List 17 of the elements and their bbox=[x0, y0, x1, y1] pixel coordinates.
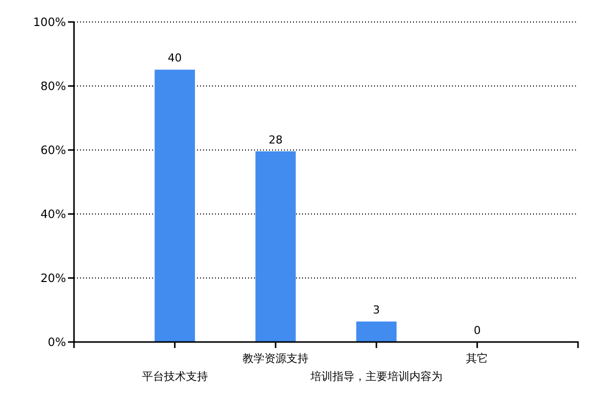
x-tick-label: 其它 bbox=[466, 352, 488, 365]
bar bbox=[154, 70, 195, 342]
bar bbox=[356, 322, 397, 342]
y-tick-label: 80% bbox=[40, 79, 66, 94]
annotation: 40 bbox=[168, 52, 182, 65]
bar bbox=[255, 151, 296, 342]
annotation: 3 bbox=[372, 304, 380, 317]
annotation: 28 bbox=[268, 133, 283, 146]
y-tick-label: 20% bbox=[40, 271, 66, 286]
y-tick-label: 0% bbox=[48, 335, 66, 350]
y-tick-label: 100% bbox=[33, 15, 66, 30]
y-tick-label: 60% bbox=[40, 143, 66, 158]
x-tick-label: 教学资源支持 bbox=[242, 352, 309, 365]
x-tick-label: 平台技术支持 bbox=[142, 370, 208, 383]
y-tick-label: 40% bbox=[40, 207, 66, 222]
annotation: 0 bbox=[474, 324, 481, 337]
x-tick-label: 培训指导，主要培训内容为 bbox=[309, 370, 442, 383]
